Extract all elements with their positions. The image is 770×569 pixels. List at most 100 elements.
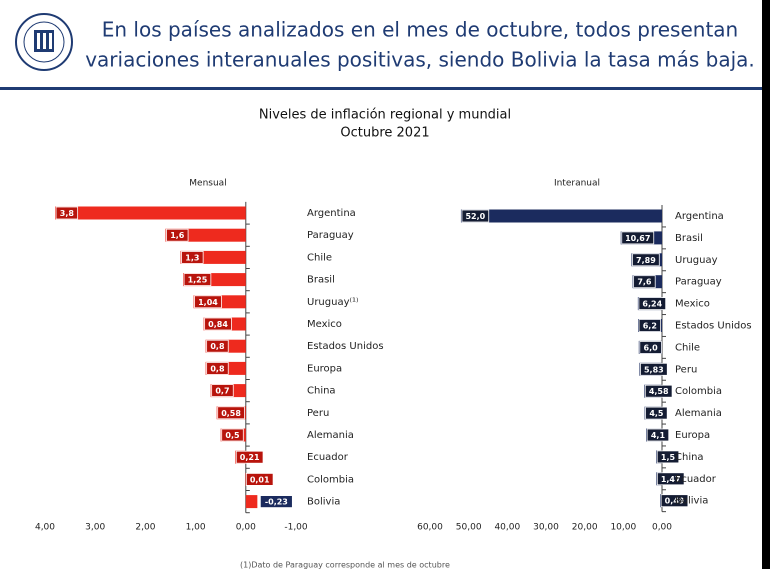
value-label-box xyxy=(633,275,656,289)
value-label: 1,3 xyxy=(185,253,199,262)
category-label: Brasil xyxy=(307,275,335,286)
x-tick-label: 4,00 xyxy=(35,523,55,533)
logo xyxy=(15,13,73,71)
x-tick-label: 3,00 xyxy=(85,523,105,533)
value-label-box xyxy=(632,253,660,267)
x-tick-label: 60,00 xyxy=(417,523,443,533)
category-label: Argentina xyxy=(675,211,724,222)
value-label-box xyxy=(211,384,234,398)
value-label-box xyxy=(640,362,668,376)
category-label: Mexico xyxy=(675,299,710,310)
value-label-box xyxy=(621,231,655,245)
value-label: 52,0 xyxy=(465,212,485,221)
category-label: Bolivia xyxy=(307,497,340,508)
header-title: En los países analizados en el mes de oc… xyxy=(102,18,738,42)
category-label: Europa xyxy=(675,430,710,441)
category-label: Argentina xyxy=(307,208,356,219)
category-label: Paraguay xyxy=(675,277,722,288)
value-label-box xyxy=(638,319,662,332)
value-label-box xyxy=(55,206,79,220)
value-label-box xyxy=(259,495,293,509)
category-label: Ecuador xyxy=(675,474,717,485)
x-tick-label: 20,00 xyxy=(572,523,598,533)
value-label-box xyxy=(217,406,245,420)
category-label: Ecuador xyxy=(307,452,349,463)
value-label-box xyxy=(644,384,673,398)
chart-title: Niveles de inflación regional y mundial xyxy=(259,108,511,123)
category-label: Chile xyxy=(307,252,332,263)
value-label-box xyxy=(206,361,229,375)
value-label: 10,67 xyxy=(625,234,650,243)
chart-subtitle: Interanual xyxy=(554,179,600,189)
value-label-box xyxy=(645,406,668,420)
bar xyxy=(245,495,258,509)
category-label: Brasil xyxy=(675,233,703,244)
category-label: Peru xyxy=(675,364,697,375)
header-title: variaciones interanuales positivas, sien… xyxy=(85,48,755,72)
x-tick-label: 10,00 xyxy=(610,523,636,533)
value-label: -0,23 xyxy=(265,498,288,507)
category-label: Colombia xyxy=(307,474,354,485)
bar xyxy=(460,209,662,223)
x-tick-label: 1,00 xyxy=(186,523,206,533)
category-label: Colombia xyxy=(675,386,722,397)
chart-title: Octubre 2021 xyxy=(340,126,429,141)
value-label: 5,83 xyxy=(644,365,664,374)
value-label-box xyxy=(221,428,244,442)
category-label: Estados Unidos xyxy=(307,341,384,352)
value-label-box xyxy=(166,228,189,242)
value-label-box xyxy=(638,297,667,311)
value-label-box xyxy=(206,339,229,353)
chart-subtitle: Mensual xyxy=(189,179,226,189)
category-label: Alemania xyxy=(675,408,722,419)
category-label: Paraguay xyxy=(307,230,354,241)
category-label: Estados Unidos xyxy=(675,321,752,332)
value-label: 6,2 xyxy=(643,322,657,331)
category-label: Alemania xyxy=(307,430,354,441)
value-label: 0,49 xyxy=(665,497,685,506)
value-label: 7,89 xyxy=(636,256,656,265)
value-label: 0,5 xyxy=(225,431,240,440)
footnote: (1)Dato de Paraguay corresponde al mes d… xyxy=(240,561,450,569)
category-label: Europa xyxy=(307,363,342,374)
value-label-box xyxy=(646,428,670,442)
value-label-box xyxy=(181,250,204,264)
value-label-box xyxy=(656,450,680,464)
category-label: China xyxy=(307,386,336,397)
value-label-box xyxy=(183,273,212,287)
value-label: 7,6 xyxy=(637,278,652,287)
value-label: 1,47 xyxy=(661,475,681,484)
value-label: 0,58 xyxy=(221,409,241,418)
value-label: 0,8 xyxy=(210,342,225,351)
category-label: Peru xyxy=(307,408,329,419)
bar xyxy=(55,206,246,220)
value-label-box xyxy=(204,317,232,331)
value-label: 1,25 xyxy=(188,276,208,285)
value-label-box xyxy=(660,494,689,508)
x-tick-label: 0,00 xyxy=(652,523,672,533)
bar xyxy=(245,472,246,486)
value-label-box xyxy=(639,340,662,354)
value-label: 1,6 xyxy=(170,231,185,240)
x-tick-label: 0,00 xyxy=(236,523,256,533)
x-tick-label: 40,00 xyxy=(494,523,520,533)
x-tick-label: 2,00 xyxy=(135,523,155,533)
category-label: Bolivia xyxy=(675,496,708,507)
value-label-box xyxy=(194,295,222,309)
value-label: 0,84 xyxy=(208,320,228,329)
value-label: 1,04 xyxy=(198,298,218,307)
category-label: China xyxy=(675,452,704,463)
category-label: Uruguay⁽¹⁾ xyxy=(307,297,358,308)
value-label: 3,8 xyxy=(60,209,75,218)
value-label: 6,24 xyxy=(642,300,662,309)
value-label: 0,7 xyxy=(215,387,229,396)
category-label: Uruguay xyxy=(675,255,718,266)
value-label: 4,5 xyxy=(649,409,664,418)
category-label: Chile xyxy=(675,342,700,353)
value-label: 4,58 xyxy=(649,387,669,396)
value-label: 0,01 xyxy=(250,475,270,484)
value-label-box xyxy=(656,472,685,486)
x-tick-label: 30,00 xyxy=(533,523,559,533)
x-tick-label: 50,00 xyxy=(456,523,482,533)
